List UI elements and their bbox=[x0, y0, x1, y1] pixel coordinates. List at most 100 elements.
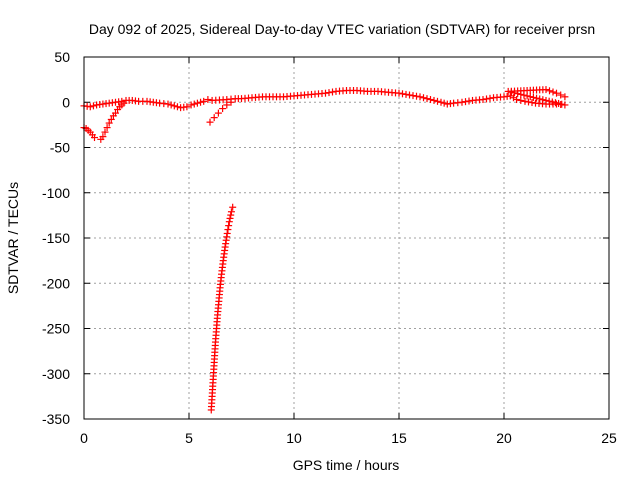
data-point bbox=[223, 229, 231, 237]
data-point bbox=[557, 91, 565, 99]
data-point bbox=[525, 98, 532, 106]
data-point bbox=[229, 203, 237, 211]
data-point bbox=[223, 101, 231, 109]
data-point bbox=[413, 92, 420, 100]
data-point bbox=[558, 100, 566, 108]
y-tick-label: -300 bbox=[42, 366, 70, 382]
data-point bbox=[548, 98, 556, 106]
data-point bbox=[214, 109, 222, 117]
data-point bbox=[99, 133, 107, 141]
data-point bbox=[224, 226, 232, 234]
x-tick-label: 25 bbox=[601, 430, 617, 446]
x-tick-label: 15 bbox=[391, 430, 407, 446]
data-point bbox=[440, 99, 448, 107]
x-axis-ticks: 0 5 10 15 20 25 bbox=[80, 57, 617, 446]
y-tick-label: -50 bbox=[50, 140, 70, 156]
data-point bbox=[462, 98, 469, 106]
x-tick-label: 5 bbox=[185, 430, 193, 446]
data-point bbox=[545, 97, 553, 105]
data-point bbox=[513, 96, 521, 104]
data-point bbox=[486, 94, 494, 102]
data-point bbox=[322, 89, 329, 97]
data-point bbox=[420, 94, 427, 102]
y-tick-label: -250 bbox=[42, 321, 70, 337]
x-tick-label: 0 bbox=[80, 430, 88, 446]
data-point bbox=[101, 128, 109, 136]
data-point bbox=[529, 93, 537, 101]
data-point bbox=[204, 96, 212, 104]
data-point bbox=[200, 97, 208, 105]
y-tick-label: 50 bbox=[54, 49, 70, 65]
y-tick-label: -150 bbox=[42, 230, 70, 246]
data-point bbox=[402, 90, 410, 98]
data-point bbox=[549, 88, 557, 96]
data-point bbox=[86, 103, 94, 111]
data-point bbox=[89, 102, 97, 110]
data-point bbox=[325, 89, 333, 97]
data-point bbox=[173, 103, 181, 111]
data-point bbox=[555, 99, 563, 107]
data-point bbox=[210, 114, 218, 122]
data-point bbox=[112, 109, 119, 117]
data-point bbox=[483, 95, 490, 103]
data-point bbox=[183, 103, 191, 111]
data-point bbox=[533, 94, 541, 102]
data-point bbox=[107, 115, 115, 123]
data-marks bbox=[80, 86, 569, 414]
data-point bbox=[225, 218, 233, 226]
grid-lines bbox=[84, 57, 609, 419]
data-point bbox=[329, 88, 336, 96]
data-point bbox=[187, 101, 195, 109]
data-point bbox=[551, 99, 559, 107]
data-point bbox=[427, 96, 434, 104]
data-point bbox=[416, 93, 424, 101]
chart-title: Day 092 of 2025, Sidereal Day-to-day VTE… bbox=[89, 21, 595, 37]
data-point bbox=[227, 98, 235, 106]
data-point bbox=[103, 124, 111, 132]
data-point bbox=[458, 98, 466, 106]
data-point bbox=[225, 222, 233, 230]
y-tick-label: -350 bbox=[42, 411, 70, 427]
data-point bbox=[561, 101, 569, 109]
x-tick-label: 10 bbox=[286, 430, 302, 446]
data-point bbox=[517, 96, 525, 104]
y-tick-label: 0 bbox=[62, 94, 70, 110]
y-axis-ticks: 50 0 -50 -100 -150 -200 -250 -300 -350 bbox=[42, 49, 609, 427]
data-point bbox=[423, 95, 431, 103]
data-point bbox=[190, 100, 198, 108]
data-point bbox=[395, 89, 403, 97]
data-point bbox=[409, 92, 417, 100]
data-point bbox=[561, 93, 569, 101]
data-point bbox=[226, 214, 234, 222]
data-point bbox=[406, 91, 413, 99]
data-point bbox=[227, 208, 235, 216]
data-point bbox=[197, 98, 205, 106]
data-point bbox=[434, 97, 441, 105]
data-point bbox=[399, 90, 406, 98]
data-point bbox=[526, 93, 534, 101]
data-point bbox=[521, 97, 529, 105]
data-point bbox=[120, 99, 128, 107]
data-point bbox=[227, 211, 235, 219]
data-point bbox=[437, 98, 445, 106]
data-point bbox=[167, 101, 175, 109]
data-point bbox=[536, 95, 544, 103]
data-point bbox=[546, 87, 553, 95]
data-point bbox=[219, 105, 227, 113]
data-point bbox=[170, 102, 178, 110]
x-tick-label: 20 bbox=[496, 430, 512, 446]
data-point bbox=[542, 86, 550, 94]
y-tick-label: -100 bbox=[42, 185, 70, 201]
data-point bbox=[164, 100, 172, 108]
data-point bbox=[542, 96, 550, 104]
data-point bbox=[553, 89, 560, 97]
data-point bbox=[528, 99, 536, 107]
data-point bbox=[91, 134, 98, 142]
data-point bbox=[430, 96, 438, 104]
data-point bbox=[206, 118, 214, 126]
data-point bbox=[539, 96, 547, 104]
y-tick-label: -200 bbox=[42, 275, 70, 291]
data-point bbox=[193, 99, 201, 107]
data-point bbox=[465, 97, 473, 105]
